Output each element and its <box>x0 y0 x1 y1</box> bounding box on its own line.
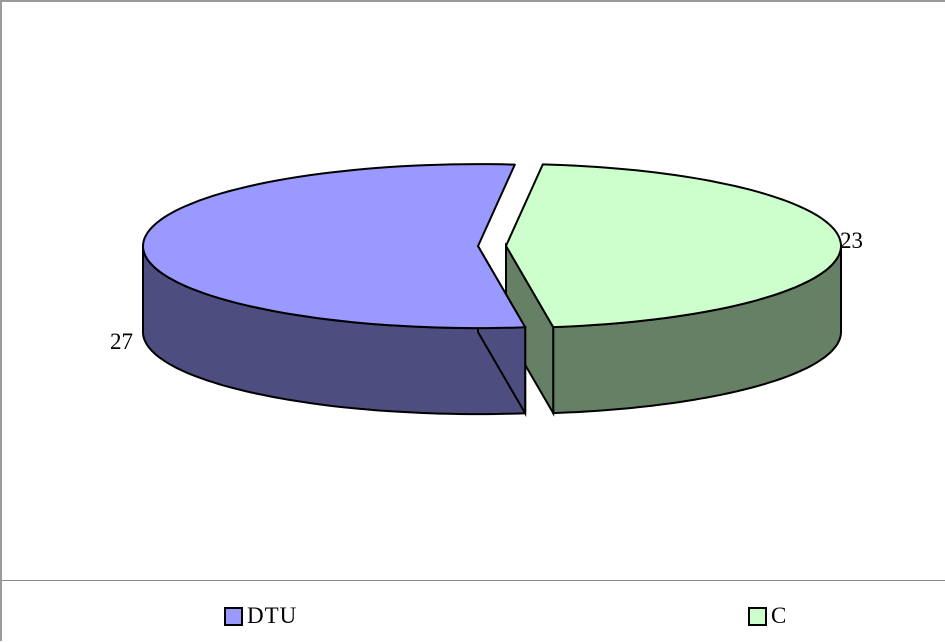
legend-swatch-c <box>748 606 767 626</box>
pie-top-c <box>505 163 842 329</box>
legend-swatch-dtu <box>224 606 243 626</box>
legend-label-dtu: DTU <box>247 603 298 628</box>
data-label-c: 23 <box>840 228 863 253</box>
legend: DTU C <box>2 580 945 643</box>
pie-slice-c <box>505 163 842 417</box>
pie-chart: 27 23 <box>110 163 863 418</box>
data-label-dtu: 27 <box>110 329 133 354</box>
legend-item-dtu: DTU <box>224 601 297 631</box>
legend-item-c: C <box>748 601 787 631</box>
legend-label-c: C <box>771 603 788 628</box>
plot-area: 27 23 <box>2 2 945 580</box>
pie-slice-dtu <box>142 163 527 418</box>
pie-top-dtu <box>142 163 527 330</box>
